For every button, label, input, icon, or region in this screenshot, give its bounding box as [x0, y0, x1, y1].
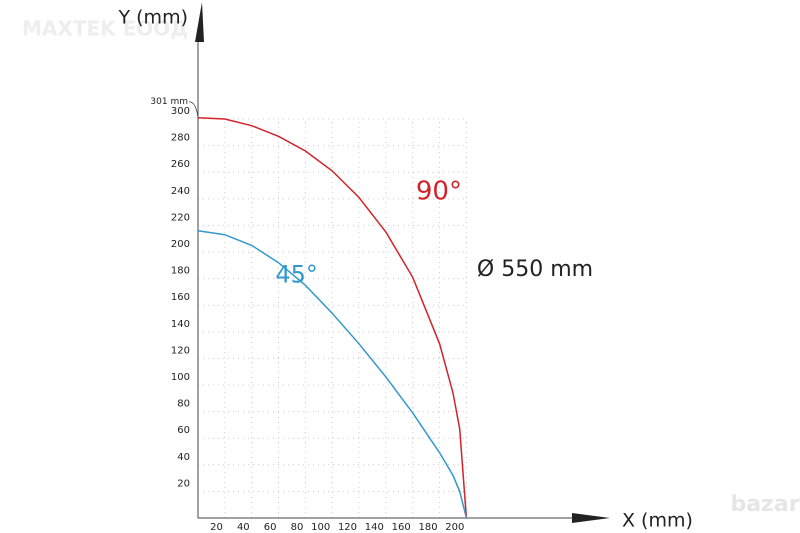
- x-tick-label: 80: [291, 522, 304, 533]
- y-tick-label: 200: [171, 239, 190, 250]
- y-tick-label: 60: [177, 425, 190, 436]
- watermark: MAXTEK EOOД: [22, 17, 188, 41]
- x-tick-label: 60: [264, 522, 277, 533]
- x-tick-label: 20: [210, 522, 223, 533]
- annotation: Ø 550 mm: [477, 257, 593, 282]
- curve: [197, 116, 468, 519]
- y-tick-label: 160: [171, 292, 190, 303]
- x-tick-label: 40: [237, 522, 250, 533]
- annotation: 301 mm: [150, 97, 188, 107]
- series-label: 45°: [275, 260, 318, 288]
- y-tick-label: 140: [171, 319, 190, 330]
- y-tick-label: 240: [171, 186, 190, 197]
- series-label: 90°: [416, 177, 462, 207]
- y-tick-label: 80: [177, 399, 190, 410]
- y-axis-label: Y (mm): [118, 7, 189, 29]
- y-axis-arrow: [195, 2, 204, 42]
- y-tick-label: 20: [177, 478, 190, 489]
- x-axis-label: X (mm): [622, 510, 693, 532]
- y-tick-label: 300: [171, 106, 190, 117]
- leader-line: [188, 101, 199, 118]
- y-tick-label: 120: [171, 345, 190, 356]
- x-tick-label: 160: [392, 522, 411, 533]
- watermark: bazar: [730, 492, 799, 517]
- curve: [197, 230, 468, 519]
- y-tick-label: 220: [171, 212, 190, 223]
- y-tick-label: 280: [171, 133, 190, 144]
- x-tick-label: 140: [365, 522, 384, 533]
- x-axis-arrow: [572, 513, 610, 523]
- x-tick-label: 180: [418, 522, 437, 533]
- x-tick-label: 100: [311, 522, 330, 533]
- x-tick-label: 120: [338, 522, 357, 533]
- y-tick-label: 180: [171, 266, 190, 277]
- y-tick-label: 260: [171, 159, 190, 170]
- y-tick-label: 100: [171, 372, 190, 383]
- y-tick-label: 40: [177, 452, 190, 463]
- x-tick-label: 200: [445, 522, 464, 533]
